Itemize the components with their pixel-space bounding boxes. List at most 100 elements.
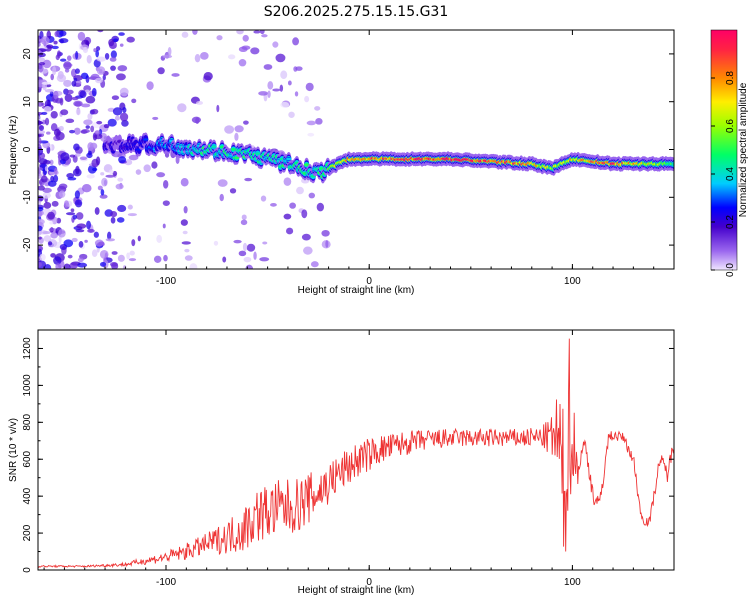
noise-blob bbox=[54, 30, 60, 38]
noise-blob bbox=[180, 219, 188, 226]
noise-blob bbox=[86, 55, 92, 64]
noise-blob bbox=[244, 177, 253, 182]
noise-blob bbox=[43, 105, 52, 113]
noise-blob bbox=[80, 72, 89, 80]
noise-blob bbox=[72, 214, 78, 220]
noise-blob bbox=[71, 80, 77, 87]
snr-frame bbox=[37, 329, 675, 571]
noise-blob bbox=[314, 106, 321, 111]
noise-blob bbox=[108, 169, 114, 175]
noise-blob bbox=[135, 169, 142, 175]
noise-blob bbox=[50, 253, 56, 258]
ridge-cell bbox=[230, 148, 237, 151]
noise-blob bbox=[263, 64, 273, 70]
noise-blob bbox=[259, 30, 265, 35]
snr-y-axis-label: SNR (10 * v/v) bbox=[8, 418, 19, 482]
noise-blob bbox=[296, 186, 304, 195]
noise-blob bbox=[38, 62, 46, 66]
noise-blob bbox=[42, 59, 52, 69]
noise-blob bbox=[57, 70, 64, 80]
noise-blob bbox=[96, 66, 106, 75]
noise-blob bbox=[110, 210, 118, 218]
noise-blob bbox=[73, 77, 78, 82]
noise-blob bbox=[66, 89, 74, 95]
noise-blob bbox=[234, 125, 244, 133]
noise-blob bbox=[70, 208, 75, 213]
noise-blob bbox=[87, 142, 94, 151]
noise-blob bbox=[110, 50, 117, 59]
noise-blob bbox=[270, 202, 277, 207]
noise-blob bbox=[97, 185, 103, 191]
x-tick-label: -100 bbox=[156, 276, 176, 287]
noise-blob bbox=[97, 30, 104, 33]
noise-blob bbox=[100, 261, 107, 267]
noise-blob bbox=[103, 257, 107, 263]
y-tick-label: 0 bbox=[22, 567, 33, 573]
spectrogram-x-axis-label: Height of straight line (km) bbox=[298, 285, 415, 296]
noise-blob bbox=[94, 207, 100, 215]
noise-blob bbox=[41, 81, 52, 85]
noise-blob bbox=[100, 172, 105, 176]
snr-series-line bbox=[38, 338, 674, 569]
noise-blob bbox=[58, 38, 69, 44]
noise-blob bbox=[163, 254, 168, 262]
noise-blob bbox=[56, 217, 62, 224]
noise-blob bbox=[39, 253, 46, 261]
noise-blob bbox=[275, 53, 286, 63]
ridge-cell bbox=[286, 157, 292, 161]
noise-blob bbox=[241, 214, 247, 220]
noise-blob bbox=[112, 38, 119, 42]
noise-blob bbox=[129, 250, 135, 256]
noise-blob bbox=[107, 118, 117, 127]
noise-blob bbox=[78, 241, 84, 248]
noise-blob bbox=[104, 52, 110, 60]
noise-blob bbox=[119, 112, 129, 122]
noise-blob bbox=[105, 238, 116, 242]
noise-blob bbox=[246, 243, 256, 252]
noise-blob bbox=[47, 241, 53, 246]
noise-blob bbox=[131, 98, 137, 104]
noise-blob bbox=[90, 125, 95, 133]
noise-blob bbox=[162, 54, 173, 59]
noise-blob bbox=[38, 206, 44, 212]
noise-blob bbox=[240, 219, 248, 226]
y-tick-label: -10 bbox=[22, 190, 33, 205]
noise-blob bbox=[127, 204, 133, 210]
noise-blob bbox=[184, 248, 190, 253]
noise-blob bbox=[47, 180, 57, 187]
noise-blob bbox=[112, 107, 123, 116]
noise-blob bbox=[181, 241, 191, 245]
noise-blob bbox=[118, 156, 127, 164]
noise-blob bbox=[112, 170, 118, 177]
noise-blob bbox=[84, 239, 88, 243]
noise-blob bbox=[110, 216, 116, 224]
noise-blob bbox=[180, 177, 189, 187]
ridge-cell bbox=[143, 138, 149, 141]
noise-blob bbox=[253, 251, 257, 260]
noise-blob bbox=[64, 200, 69, 208]
noise-blob bbox=[81, 184, 92, 193]
noise-blob bbox=[272, 88, 281, 92]
noise-blob bbox=[102, 74, 106, 81]
noise-blob bbox=[228, 54, 236, 60]
noise-blob bbox=[171, 73, 180, 77]
noise-blob bbox=[306, 120, 316, 126]
noise-blob bbox=[65, 118, 75, 124]
ridge-cell bbox=[211, 145, 217, 148]
noise-blob bbox=[42, 192, 51, 199]
noise-blob bbox=[151, 161, 158, 169]
y-tick-label: 200 bbox=[22, 524, 33, 541]
noise-blob bbox=[86, 152, 93, 159]
noise-blob bbox=[63, 79, 72, 87]
noise-blob bbox=[305, 82, 314, 92]
noise-blob bbox=[238, 250, 247, 257]
x-tick-label: 0 bbox=[366, 276, 372, 287]
snr-y-ticks: 0 200 400 600 800 1000 1200 bbox=[22, 329, 674, 573]
noise-blob bbox=[216, 35, 223, 41]
noise-blob bbox=[242, 34, 249, 42]
noise-blob bbox=[262, 241, 268, 245]
snr-panel: -100 0 100 0 200 400 600 800 1000 1200 Height of… bbox=[8, 329, 675, 596]
noise-blob bbox=[316, 202, 325, 212]
ridge-cell bbox=[255, 152, 261, 155]
noise-blob bbox=[157, 67, 165, 75]
